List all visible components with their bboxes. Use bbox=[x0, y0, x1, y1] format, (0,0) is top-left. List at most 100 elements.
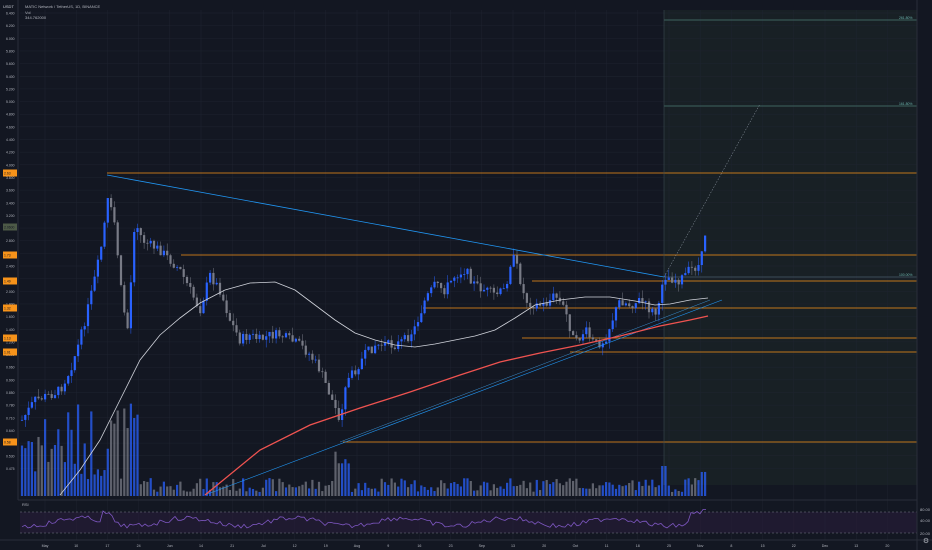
candle-bullish bbox=[687, 266, 690, 274]
time-tick: 16 bbox=[417, 544, 421, 548]
volume-bar bbox=[53, 444, 57, 496]
price-tick: 1.200 bbox=[6, 340, 15, 344]
candle-bullish bbox=[466, 268, 469, 275]
price-tick: 5.200 bbox=[6, 87, 15, 91]
volume-bar bbox=[545, 480, 548, 496]
volume-bar bbox=[506, 482, 509, 496]
candle-bullish bbox=[416, 322, 420, 327]
volume-bar bbox=[449, 483, 453, 496]
volume-bar bbox=[139, 484, 142, 496]
volume-bar bbox=[129, 403, 132, 496]
volume-bar bbox=[558, 483, 561, 496]
candle-bullish bbox=[268, 331, 271, 337]
candle-bullish bbox=[463, 274, 466, 275]
volume-bar bbox=[324, 485, 327, 496]
time-tick: 15 bbox=[761, 544, 765, 548]
candle-bearish bbox=[641, 298, 644, 303]
volume-bar bbox=[489, 490, 492, 496]
volume-bar bbox=[291, 487, 294, 496]
time-tick: Aug bbox=[354, 544, 360, 548]
candle-bullish bbox=[664, 279, 667, 285]
candle-bullish bbox=[585, 327, 588, 335]
volume-bar bbox=[581, 488, 585, 496]
volume-bar bbox=[459, 486, 462, 496]
grid-lines bbox=[20, 10, 917, 540]
candle-bearish bbox=[539, 303, 542, 306]
candle-bullish bbox=[360, 358, 363, 370]
volume-bar bbox=[529, 482, 532, 496]
candle-bearish bbox=[146, 242, 149, 244]
moving-average-red bbox=[204, 315, 709, 496]
candle-bearish bbox=[621, 300, 624, 306]
candle-bearish bbox=[235, 325, 238, 333]
time-tick: Jun bbox=[167, 544, 173, 548]
candle-bullish bbox=[624, 303, 627, 306]
currency-badge[interactable]: USDT bbox=[3, 4, 14, 9]
time-axis[interactable]: May 10 17 24 Jun 14 21 Jul 12 19 Aug 9 16 23 Sep 13 20 Oc… bbox=[42, 544, 890, 548]
moving-average-white bbox=[59, 281, 709, 496]
candle-bearish bbox=[555, 293, 558, 298]
volume-bar bbox=[354, 488, 357, 496]
candle-bearish bbox=[671, 277, 674, 283]
volume-bar bbox=[440, 480, 443, 496]
candle-bearish bbox=[126, 312, 129, 329]
volume-bar bbox=[60, 445, 63, 496]
candle-bullish bbox=[449, 280, 453, 283]
volume-value: 344.762000 bbox=[25, 15, 47, 20]
volume-bar bbox=[40, 445, 43, 496]
volume-bar bbox=[242, 478, 245, 496]
candle-bearish bbox=[195, 297, 198, 307]
price-tick: 5.400 bbox=[6, 75, 15, 79]
candle-bearish bbox=[575, 335, 578, 339]
candle-bearish bbox=[440, 283, 443, 289]
price-tick: 0.780 bbox=[6, 404, 15, 408]
price-level-badge bbox=[3, 223, 17, 231]
candle-bearish bbox=[222, 294, 225, 301]
price-tick: 0.960 bbox=[6, 366, 15, 370]
candle-bullish bbox=[410, 334, 413, 342]
settings-gear-icon[interactable]: ⚙ bbox=[922, 538, 930, 545]
rsi-axis-tick: 20.00 bbox=[920, 531, 931, 536]
candle-bullish bbox=[364, 349, 367, 359]
candle-bearish bbox=[159, 245, 162, 256]
volume-bar bbox=[575, 478, 578, 496]
candle-bearish bbox=[588, 327, 591, 338]
volume-bar bbox=[314, 488, 317, 496]
candle-bullish bbox=[100, 246, 103, 260]
candle-bullish bbox=[34, 396, 37, 403]
support-resistance-lines bbox=[107, 172, 917, 443]
symbol-title[interactable]: MATIC Network / TetherUS, 1D, BINANCE bbox=[25, 4, 101, 9]
volume-bar bbox=[476, 490, 479, 496]
candle-bullish bbox=[657, 302, 660, 315]
volume-bar bbox=[100, 475, 103, 496]
time-tick: 24 bbox=[137, 544, 141, 548]
volume-bar bbox=[202, 489, 205, 496]
volume-bar bbox=[232, 479, 235, 496]
price-tick: 0.475 bbox=[6, 467, 15, 471]
volume-bar bbox=[27, 441, 30, 496]
candle-bearish bbox=[123, 285, 126, 313]
candle-bearish bbox=[238, 332, 241, 344]
volume-bar bbox=[334, 451, 337, 496]
volume-bar bbox=[57, 429, 60, 496]
volume-bar bbox=[446, 488, 449, 496]
candle-bearish bbox=[628, 303, 631, 307]
candle-bullish bbox=[509, 266, 512, 284]
volume-bar bbox=[317, 481, 321, 496]
candle-bullish bbox=[176, 266, 179, 268]
price-tick: 0.850 bbox=[6, 391, 15, 395]
volume-bar bbox=[466, 478, 469, 496]
candle-bullish bbox=[136, 228, 139, 233]
price-tick: 3.600 bbox=[6, 189, 15, 193]
volume-bar bbox=[281, 482, 284, 496]
time-tick: 13 bbox=[854, 544, 858, 548]
volume-bar bbox=[628, 482, 631, 496]
candle-bullish bbox=[374, 345, 377, 354]
volume-bar bbox=[294, 487, 297, 496]
price-tick: 4.400 bbox=[6, 138, 15, 142]
volume-bar bbox=[304, 481, 307, 496]
volume-bar bbox=[331, 480, 334, 496]
candle-bearish bbox=[232, 320, 235, 326]
